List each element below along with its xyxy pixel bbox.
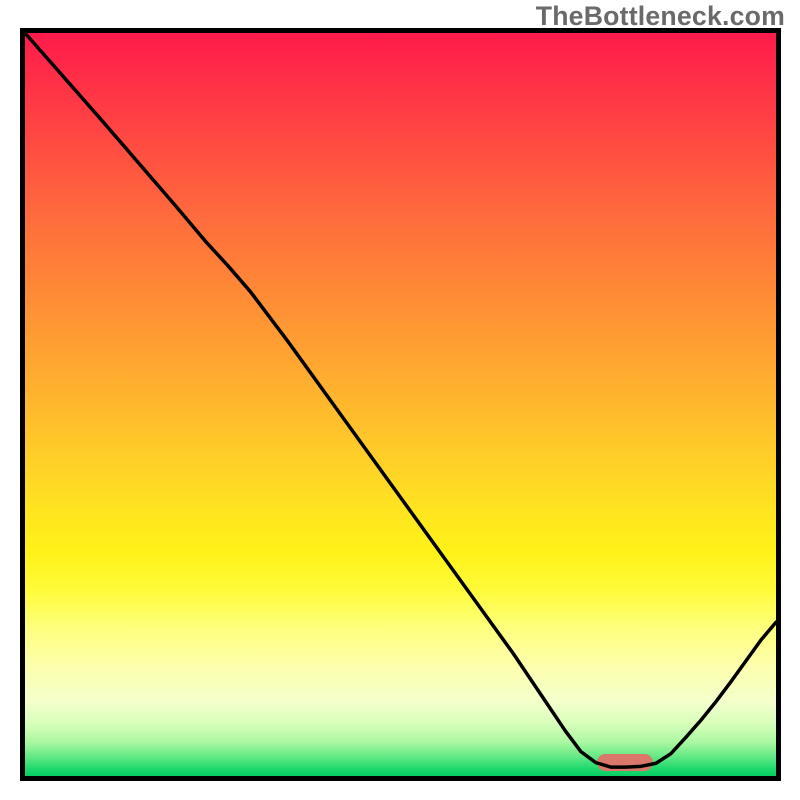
chart-stage: TheBottleneck.com [0, 0, 800, 800]
curve-svg [0, 0, 800, 800]
main-curve-line [25, 33, 776, 767]
